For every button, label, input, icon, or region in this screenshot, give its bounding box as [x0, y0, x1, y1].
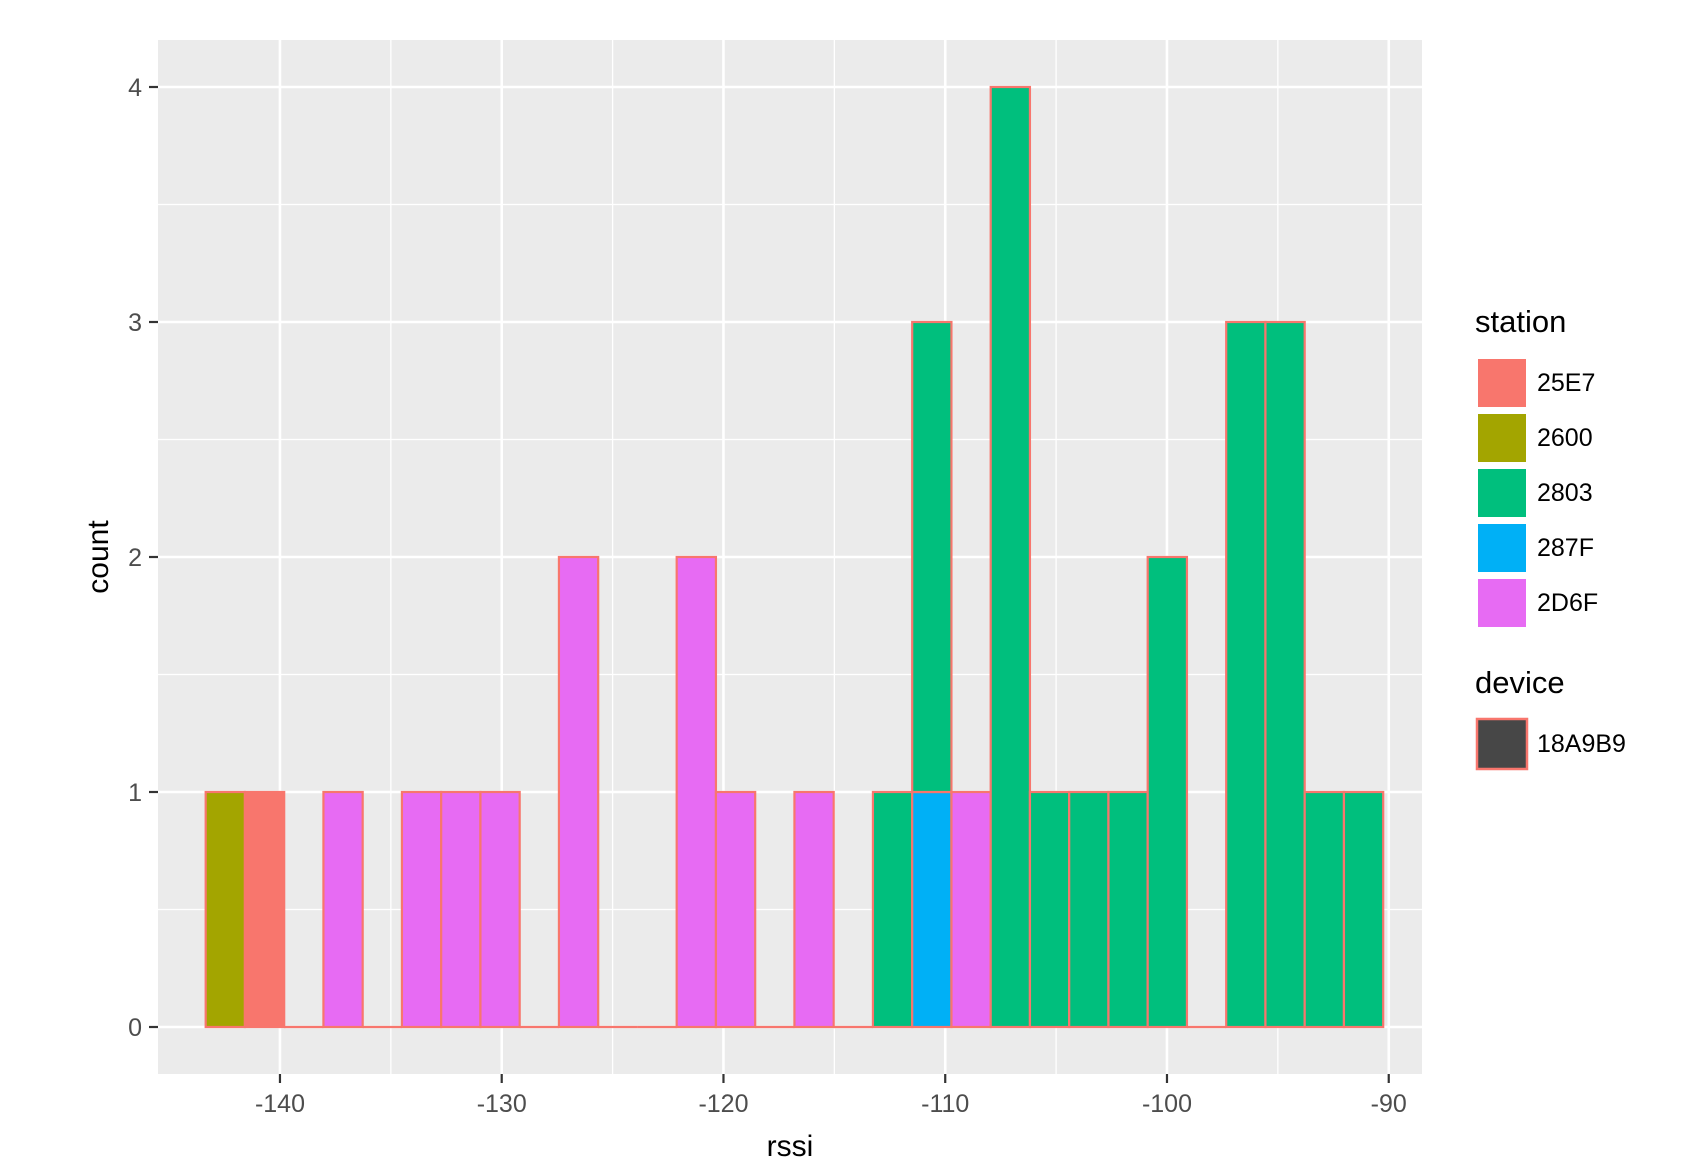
histogram-bar	[871, 790, 914, 1029]
histogram-bar	[1264, 320, 1306, 1029]
histogram-bar	[400, 790, 443, 1029]
histogram-bar	[950, 790, 992, 1029]
histogram-bar	[1225, 320, 1267, 1029]
histogram-bar	[675, 555, 718, 1029]
legend-label: 25E7	[1537, 369, 1595, 397]
legend-key	[1476, 577, 1528, 629]
histogram-bar	[479, 790, 521, 1029]
x-tick-label: -100	[1142, 1090, 1192, 1118]
histogram-bar	[911, 320, 953, 794]
y-axis-title: count	[82, 520, 115, 594]
histogram-bar	[243, 790, 286, 1029]
histogram-bar	[1028, 790, 1071, 1029]
x-tick-label: -90	[1371, 1090, 1407, 1118]
histogram-bar	[440, 790, 482, 1029]
legend: station 25E7 2600 2803 287F 2D6F device 18A9B9	[1475, 304, 1626, 771]
histogram-bar	[1146, 555, 1189, 1029]
legend-key	[1476, 412, 1528, 464]
histogram-bar	[1303, 790, 1346, 1029]
y-tick-label: 2	[128, 544, 142, 572]
histogram-bar	[989, 85, 1032, 1029]
y-tick-label: 3	[128, 309, 142, 337]
y-tick-label: 4	[128, 74, 142, 102]
legend-label: 287F	[1537, 534, 1594, 562]
x-tick-label: -120	[698, 1090, 748, 1118]
y-tick-label: 1	[128, 779, 142, 807]
x-tick-label: -110	[921, 1090, 969, 1118]
x-tick-label: -140	[255, 1090, 305, 1118]
histogram-bar	[204, 790, 247, 1029]
legend-key	[1476, 467, 1528, 519]
y-axis: 0 1 2 3 4	[128, 74, 158, 1042]
legend-key	[1476, 522, 1528, 574]
legend-key	[1476, 357, 1528, 409]
histogram-bar	[1107, 790, 1149, 1029]
histogram-bar	[557, 555, 600, 1029]
legend-title: device	[1475, 665, 1565, 700]
x-tick-label: -130	[477, 1090, 527, 1118]
x-axis-title: rssi	[767, 1130, 814, 1163]
legend-label: 18A9B9	[1537, 730, 1626, 758]
histogram-bar	[322, 790, 364, 1029]
histogram-bar	[1068, 790, 1110, 1029]
y-tick-label: 0	[128, 1014, 142, 1042]
histogram-bars	[204, 85, 1385, 1029]
legend-label: 2D6F	[1537, 589, 1598, 617]
legend-label: 2600	[1537, 424, 1593, 452]
histogram-bar	[714, 790, 757, 1029]
legend-label: 2803	[1537, 479, 1593, 507]
histogram-bar	[1342, 790, 1385, 1029]
histogram-bar	[793, 790, 835, 1029]
legend-title: station	[1475, 304, 1566, 339]
legend-key	[1475, 717, 1529, 771]
x-axis: -140 -130 -120 -110 -100 -90	[255, 1074, 1407, 1118]
histogram-bar	[911, 790, 953, 1029]
